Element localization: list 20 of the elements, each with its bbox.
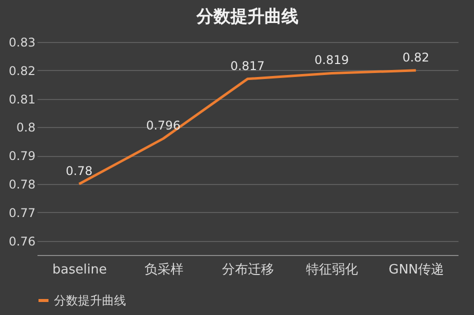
legend-label: 分数提升曲线 [54,294,126,308]
data-label: 0.82 [402,50,430,64]
data-label: 0.78 [66,164,92,178]
y-tick-label: 0.83 [8,36,36,50]
y-tick-label: 0.81 [8,92,36,106]
y-tick-label: 0.78 [8,178,36,192]
data-label: 0.817 [230,58,265,73]
y-tick-label: 0.8 [16,120,36,135]
x-tick-label: 分布迁移 [222,262,274,278]
y-tick-label: 0.76 [8,234,36,248]
y-tick-label: 0.77 [8,206,36,220]
x-tick-label: GNN传递 [388,262,444,278]
chart-title: 分数提升曲线 [196,7,298,27]
x-tick-label: 负采样 [144,262,184,278]
y-tick-label: 0.79 [8,149,36,164]
x-tick-label: 特征弱化 [306,262,358,278]
data-label: 0.819 [314,53,349,68]
data-label: 0.796 [146,118,180,133]
x-tick-label: baseline [52,262,107,278]
y-tick-label: 0.82 [8,64,36,78]
